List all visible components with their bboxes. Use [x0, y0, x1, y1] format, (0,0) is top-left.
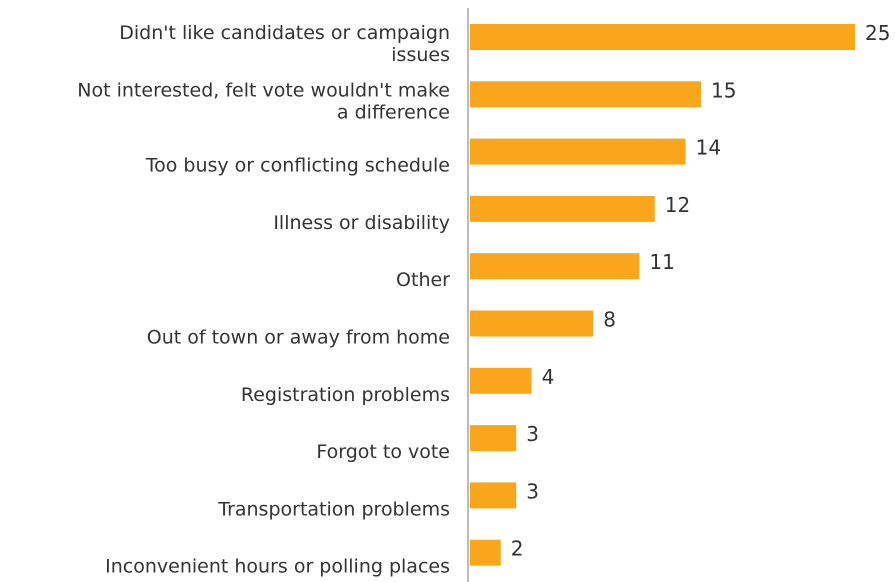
value-label: 8: [603, 308, 616, 332]
category-label: issues: [391, 44, 450, 66]
category-label: Illness or disability: [273, 212, 450, 234]
category-label: Inconvenient hours or polling places: [105, 556, 450, 578]
category-label: Out of town or away from home: [147, 327, 450, 349]
value-label: 2: [511, 537, 524, 561]
bar: [470, 310, 594, 337]
category-label: Registration problems: [241, 384, 450, 406]
value-label: 15: [711, 78, 736, 102]
value-label: 3: [526, 479, 539, 503]
category-label: Too busy or conflicting schedule: [145, 155, 450, 177]
bar: [470, 482, 517, 509]
bar: [470, 138, 686, 165]
category-label: a difference: [337, 101, 450, 123]
value-label: 25: [865, 21, 890, 45]
value-label: 12: [665, 193, 690, 217]
bar: [470, 253, 640, 280]
bar: [470, 367, 532, 394]
category-label: Other: [396, 269, 450, 291]
value-label: 4: [542, 365, 555, 389]
category-label: Didn't like candidates or campaign: [119, 22, 450, 44]
value-label: 3: [526, 422, 539, 446]
category-label: Forgot to vote: [316, 441, 450, 463]
value-label: 14: [696, 136, 721, 160]
bar: [470, 539, 501, 566]
category-label: Transportation problems: [217, 498, 450, 520]
value-label: 11: [649, 250, 674, 274]
bar: [470, 195, 655, 222]
bar: [470, 81, 701, 108]
category-label: Not interested, felt vote wouldn't make: [77, 79, 450, 101]
bar: [470, 24, 855, 50]
bar: [470, 425, 517, 452]
